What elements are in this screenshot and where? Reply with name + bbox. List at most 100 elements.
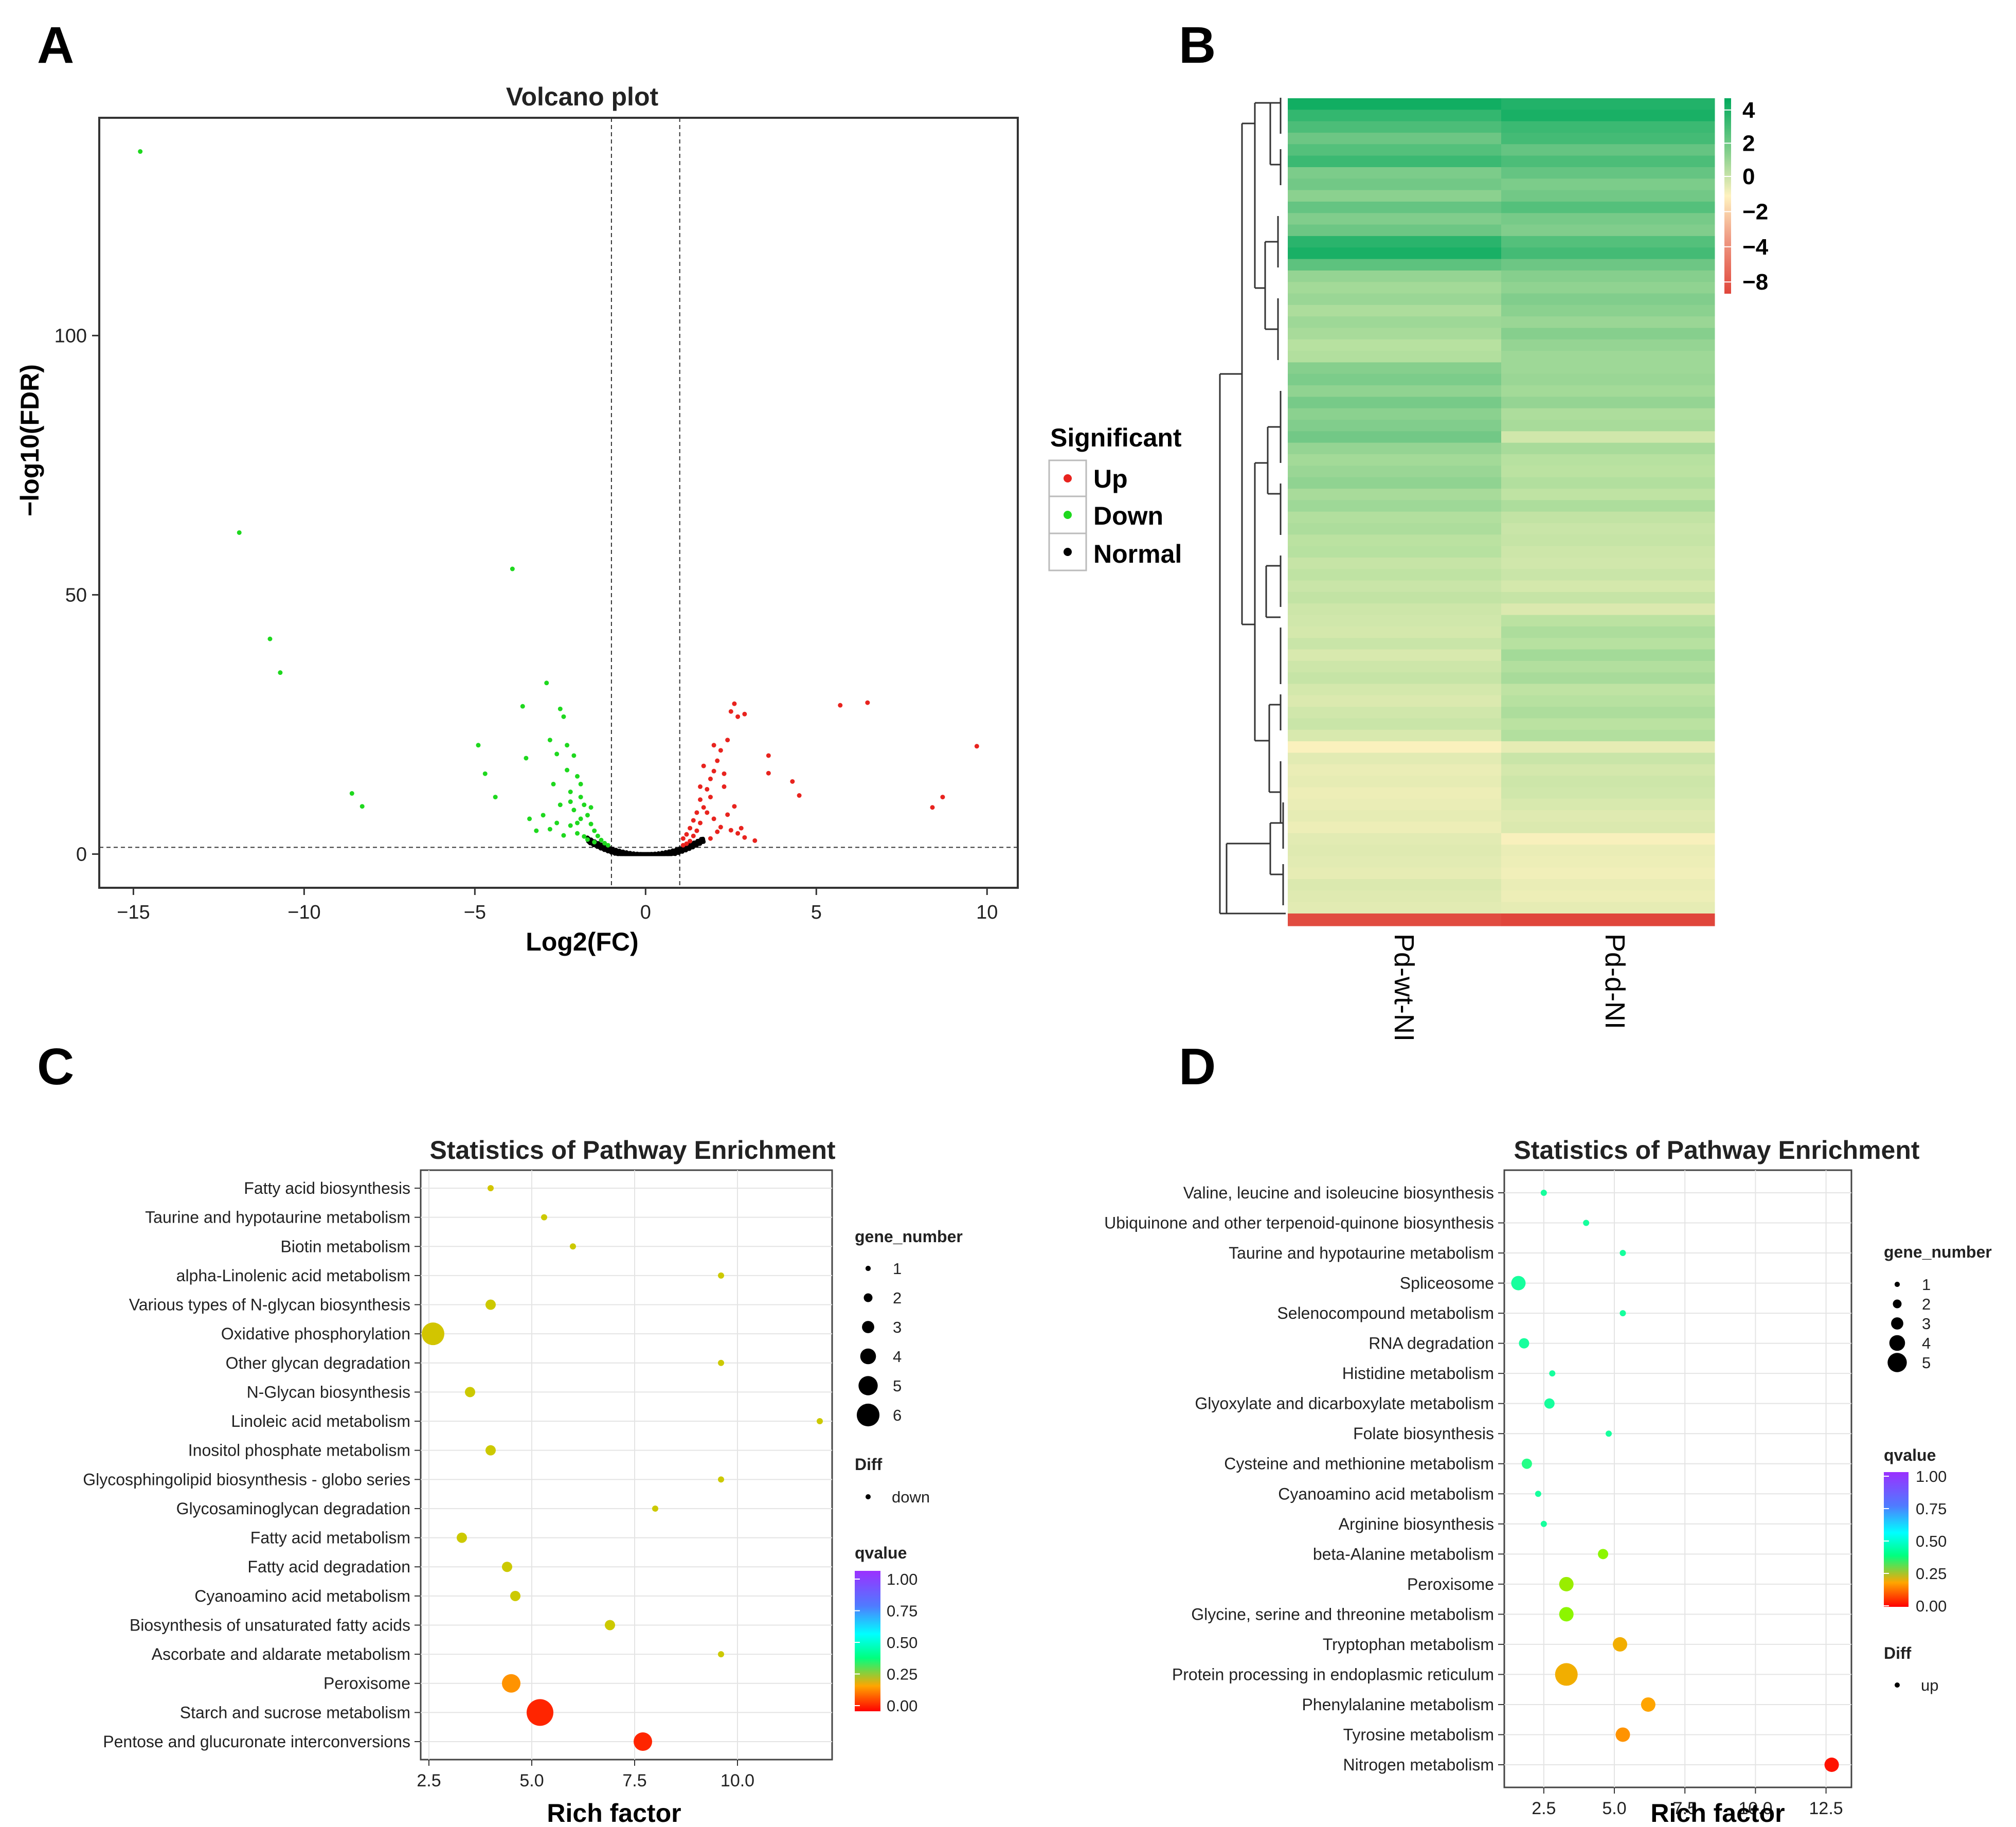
- enrich-c-pathway-label: Glycosphingolipid biosynthesis - globo s…: [83, 1470, 410, 1489]
- row-dendrogram: [1219, 98, 1286, 915]
- up-point: [711, 816, 716, 821]
- down-point: [237, 530, 242, 535]
- down-point: [551, 781, 556, 786]
- heatmap-cell: [1288, 293, 1502, 306]
- heatmap-cell: [1501, 845, 1715, 856]
- enrich-c-point: [527, 1699, 553, 1726]
- heatmap-cell: [1288, 431, 1502, 443]
- down-point: [582, 834, 587, 839]
- enrich-c-diff-legend-title: Diff: [855, 1455, 883, 1474]
- down-point: [534, 828, 539, 833]
- enrich-d-pathway-label: Ubiquinone and other terpenoid-quinone b…: [1104, 1214, 1494, 1232]
- enrich-c-size-legend-label: 5: [893, 1377, 902, 1395]
- up-point: [705, 810, 710, 815]
- heatmap-cell: [1288, 132, 1502, 145]
- heatmap-cell: [1288, 787, 1502, 799]
- enrich-d-diff-legend-title: Diff: [1884, 1644, 1912, 1662]
- down-point: [585, 813, 590, 818]
- up-point: [701, 763, 706, 768]
- enrich-d-pathway-label: Nitrogen metabolism: [1343, 1756, 1494, 1774]
- enrich-c-pathway-label: Taurine and hypotaurine metabolism: [145, 1208, 410, 1227]
- heatmap-cell: [1501, 833, 1715, 845]
- enrich-c-size-legend-dot: [862, 1321, 874, 1333]
- down-point: [482, 771, 488, 776]
- heatmap-cell: [1501, 776, 1715, 788]
- heatmap-cell: [1288, 833, 1502, 845]
- heatmap-cell: [1501, 821, 1715, 834]
- heatmap-cell: [1288, 270, 1502, 282]
- heatmap-cell: [1288, 867, 1502, 880]
- enrich-d-pathway-label: Glyoxylate and dicarboxylate metabolism: [1195, 1394, 1494, 1413]
- enrich-d-point: [1824, 1758, 1839, 1772]
- heatmap-cell: [1501, 397, 1715, 409]
- down-point: [568, 790, 573, 795]
- enrich-d-x-tick-label: 10.0: [1738, 1799, 1772, 1818]
- heatmap-cell: [1288, 534, 1502, 547]
- enrich-d-point: [1619, 1250, 1626, 1257]
- enrich-d-pathway-label: Spliceosome: [1400, 1274, 1494, 1293]
- up-point: [684, 832, 689, 837]
- down-point: [575, 831, 580, 836]
- enrich-c-x-tick-label: 10.0: [721, 1771, 754, 1790]
- heatmap-cell: [1501, 190, 1715, 202]
- up-point: [691, 818, 696, 823]
- heatmap-cell: [1501, 465, 1715, 478]
- enrich-d-pathway-label: Tyrosine metabolism: [1343, 1725, 1494, 1744]
- enrich-d-frame: [1503, 1169, 1852, 1788]
- enrich-d-pathway-label: Cysteine and methionine metabolism: [1224, 1455, 1494, 1473]
- legend-dot-up: [1064, 474, 1072, 482]
- heatmap-cell: [1288, 477, 1502, 489]
- down-point: [547, 827, 552, 832]
- heatmap-cell: [1501, 167, 1715, 179]
- enrich-c-point: [718, 1272, 724, 1279]
- heatmap-cell: [1501, 201, 1715, 213]
- legend-label-normal: Normal: [1093, 540, 1182, 568]
- heatmap-cell: [1501, 420, 1715, 432]
- enrich-c-size-legend-dot: [865, 1265, 871, 1271]
- enrich-d-point: [1615, 1727, 1630, 1742]
- heatmap-cell: [1288, 420, 1502, 432]
- heatmap-cell: [1501, 500, 1715, 512]
- heatmap-cell: [1501, 569, 1715, 581]
- enrich-d-point: [1511, 1276, 1526, 1291]
- enrich-c-pathway-label: Glycosaminoglycan degradation: [176, 1499, 410, 1518]
- heatmap-cell: [1288, 845, 1502, 856]
- heatmap-cell: [1501, 213, 1715, 225]
- up-point: [698, 784, 703, 789]
- enrich-c-size-legend-dot: [860, 1348, 876, 1365]
- enrich-c-point: [541, 1214, 547, 1221]
- heatmap-cell: [1501, 764, 1715, 776]
- enrich-d-point: [1521, 1458, 1532, 1469]
- up-point: [708, 836, 713, 841]
- up-point: [680, 843, 686, 848]
- heatmap-cell: [1288, 454, 1502, 466]
- enrich-c-x-tick-label: 7.5: [622, 1771, 646, 1790]
- down-point: [565, 767, 570, 773]
- up-point: [735, 714, 741, 719]
- enrich-d-size-legend-dot: [1891, 1317, 1903, 1330]
- enrich-c-point: [502, 1674, 520, 1693]
- volcano-plot-frame: [98, 117, 1019, 889]
- enrich-d-x-tick-label: 7.5: [1673, 1799, 1697, 1818]
- down-point: [582, 802, 587, 808]
- enrich-d-size-legend-label: 3: [1922, 1315, 1931, 1333]
- legend-label-up: Up: [1093, 464, 1128, 493]
- enrich-c-point: [817, 1418, 823, 1425]
- heatmap-cell: [1501, 523, 1715, 535]
- up-point: [705, 786, 710, 792]
- heatmap-cell: [1288, 465, 1502, 478]
- heatmap-cell: [1288, 282, 1502, 294]
- heatmap-cell: [1288, 603, 1502, 616]
- enrich-d-diff-dot: [1895, 1682, 1900, 1688]
- enrich-c-qvalue-tick-label: 0.50: [887, 1634, 917, 1652]
- down-point: [554, 751, 560, 757]
- enrich-d-diff-label: up: [1921, 1676, 1938, 1694]
- enrich-d-qvalue-colorbar: [1884, 1472, 1909, 1607]
- heatmap-cell: [1288, 580, 1502, 593]
- volcano-x-tick-label: −15: [117, 902, 150, 923]
- volcano-x-tick-label: −10: [287, 902, 320, 923]
- down-point: [571, 753, 577, 758]
- enrich-d-size-legend-dot: [1894, 1281, 1900, 1287]
- enrich-d-qvalue-tick-label: 0.50: [1916, 1532, 1947, 1550]
